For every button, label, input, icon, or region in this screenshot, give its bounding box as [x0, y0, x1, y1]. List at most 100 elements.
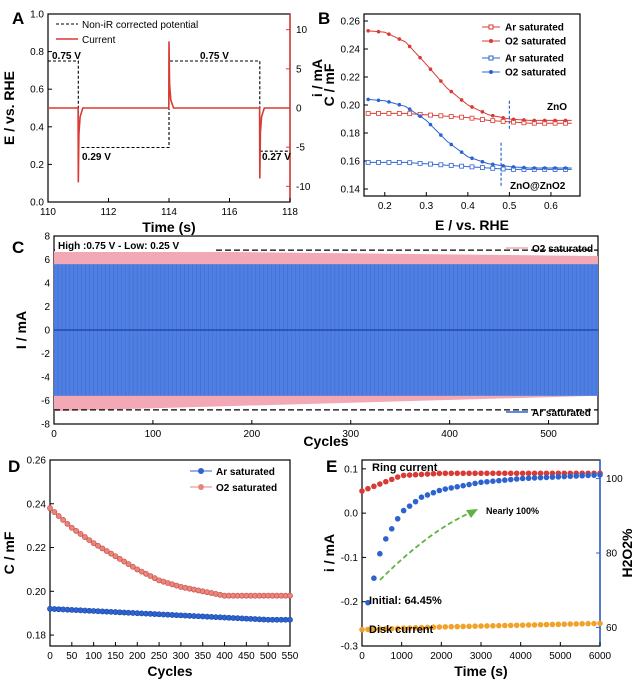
panel-b-series-2-point	[396, 159, 402, 165]
panel-b-series-3-point	[376, 98, 381, 103]
panel-b-series-0-point	[500, 118, 506, 124]
panel-e-series-2-point	[484, 478, 490, 485]
panel-e-series-1-point	[442, 624, 449, 630]
panel-e-series-1-point	[525, 622, 532, 628]
panel-e-series-0-point	[412, 471, 419, 478]
panel-b-series-0-point	[448, 114, 454, 119]
panel-e-series-1-point	[537, 621, 544, 628]
panel-d-series-1-point	[116, 556, 123, 562]
panel-d-xtick-label-6: 300	[173, 651, 190, 662]
panel-e-xtick-label-2: 2000	[430, 651, 453, 662]
panel-e-series-2-point	[507, 476, 514, 483]
panel-e-frame	[361, 459, 601, 647]
panel-e-series-2-point	[585, 472, 591, 479]
panel-b-series-0-point	[396, 111, 402, 116]
panel-e-series-0-point	[442, 470, 449, 477]
panel-e-series-1-point	[519, 622, 526, 628]
panel-e-series-1-point	[507, 622, 514, 629]
panel-d-frame	[49, 459, 291, 647]
panel-d-series-1-point	[47, 505, 53, 512]
panel-d-series-1-point	[68, 524, 75, 531]
panel-c-annotation: High :0.75 V - Low: 0.25 V	[58, 241, 179, 252]
panel-e-series-0-point	[496, 470, 502, 477]
panel-a-ytick-label-3: 0.6	[30, 85, 44, 96]
panel-c-ytick-label-3: -2	[41, 349, 50, 360]
panel-d-xtick-label-11: 550	[282, 651, 299, 662]
panel-d-ylabel: C / mF	[1, 531, 17, 574]
panel-e-series-2-point	[573, 473, 579, 479]
panel-b-series-3-point	[418, 114, 422, 118]
panel-b-label-zno: ZnO	[547, 102, 567, 113]
panel-e-series-1-point	[549, 621, 556, 628]
panel-a-legend-potential: Non-iR corrected potential	[82, 20, 198, 31]
panel-b-series-0-point	[479, 117, 485, 122]
panel-d-series-1-point	[95, 542, 101, 549]
panel-b-series-1-point	[511, 117, 516, 122]
panel-e-series-1-point	[430, 624, 437, 631]
panel-b-series-1-point	[387, 32, 391, 36]
panel-c-xtick-label-2: 200	[243, 429, 260, 440]
panel-e-xtick-label-5: 5000	[549, 651, 572, 662]
panel-d-chart: 0 50 100 150 200 250 300 350 400 450 500 550 0.18 0.2…	[1, 456, 299, 680]
panel-b-xtick-label-2: 0.4	[461, 201, 475, 212]
panel-b-series-1-point	[418, 55, 422, 60]
panel-b-legend-marker-3	[489, 70, 493, 74]
panel-e-series-2-point	[460, 482, 466, 489]
panel-e-xtick-label-3: 3000	[470, 651, 493, 662]
panel-b-series-3-point	[407, 107, 412, 111]
panel-d-series-1-point	[108, 550, 114, 557]
panel-b-series-1-point	[480, 110, 485, 114]
panel-d-legend-o2-marker	[198, 484, 204, 490]
panel-c-ytick-label-0: -8	[41, 420, 50, 431]
panel-e-series-0-point	[543, 470, 550, 477]
panel-d-series-1-point	[86, 537, 93, 543]
panel-b-series-3-line	[368, 98, 572, 169]
panel-b-series-0-point	[376, 111, 381, 116]
panel-d-ytick-label-4: 0.26	[27, 456, 47, 467]
panel-b-legend-marker-0	[488, 24, 494, 30]
panel-a-ytick-label-2: 0.4	[30, 122, 44, 133]
panel-c-xlabel: Cycles	[303, 433, 348, 449]
panel-e-series-0-point	[383, 478, 389, 485]
panel-a-legend-current: Current	[82, 35, 116, 46]
panel-e-series-1-point	[591, 620, 597, 627]
panel-c-ytick-label-2: -4	[41, 373, 50, 384]
panel-e-series-2-point	[371, 575, 377, 582]
panel-b-series-0-point	[469, 115, 475, 121]
panel-c-xtick-label-5: 500	[540, 429, 557, 440]
panel-b-series-0-point	[438, 113, 444, 119]
panel-e-series-1-point	[555, 621, 562, 628]
panel-a-xtick-label-2: 114	[161, 207, 177, 218]
panel-b-series-1-line	[368, 30, 572, 121]
panel-b-series-3-point	[397, 102, 402, 107]
panel-d-series-1-point	[125, 561, 132, 568]
panel-e-series-1-point	[490, 623, 496, 629]
panel-e-series-0-point	[365, 485, 371, 492]
panel-e-series-1-point	[561, 621, 568, 628]
panel-b-series-1-point	[501, 115, 505, 120]
panel-b-series-2-point	[438, 162, 444, 168]
panel-a-right-ytick-label-4: 10	[296, 25, 308, 36]
panel-b-series-2-point	[407, 160, 413, 166]
panel-e-series-2-point	[418, 494, 425, 501]
panel-e-series-2-point	[400, 507, 407, 514]
panel-e-series-1-point	[531, 622, 538, 628]
panel-e-series-2-point	[543, 474, 550, 481]
panel-e-trend-arrowhead	[466, 509, 478, 518]
panel-b-chart: 0.2 0.3 0.4 0.5 0.6 0.14 0.16 0.18 0.20 0.22 0.24 0…	[321, 13, 581, 233]
panel-b-series-2-point	[490, 165, 496, 171]
panel-d-ytick-label-3: 0.24	[27, 499, 47, 510]
panel-b-series-3-point	[480, 159, 485, 164]
panel-e-series-2-point	[466, 481, 472, 488]
panel-b-xlabel: E / vs. RHE	[435, 217, 509, 233]
panel-b-label-zno-zno2: ZnO@ZnO2	[510, 181, 566, 192]
panel-e-series-2-point	[448, 485, 455, 491]
panel-d-series-1-point	[60, 517, 66, 523]
panel-c-ytick-label-7: 6	[44, 255, 50, 266]
panel-b-ylabel: C / mF	[321, 63, 337, 106]
panel-b-ytick-label-3: 0.20	[341, 101, 361, 112]
panel-b-ytick-label-5: 0.24	[341, 45, 361, 56]
panel-b-series-0-point	[407, 111, 413, 117]
panel-c-xtick-label-4: 400	[441, 429, 458, 440]
panel-e-series-0-point	[472, 470, 478, 477]
